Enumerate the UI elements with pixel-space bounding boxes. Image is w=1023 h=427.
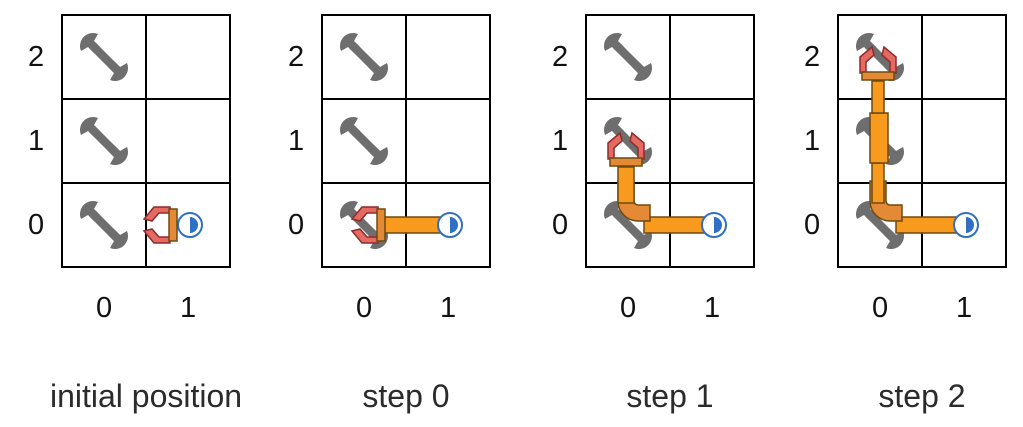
column-label: 1 (440, 292, 456, 324)
panel-step-2: 2 1 0 0 1 step 2 (804, 14, 1007, 414)
gripper-jaw (142, 206, 171, 222)
row-label: 0 (28, 209, 44, 241)
gripper-jaw (350, 206, 379, 222)
row-label: 1 (288, 125, 304, 157)
panel-caption: step 0 (362, 378, 449, 414)
wrench-icon (604, 33, 652, 81)
column-label: 0 (872, 292, 888, 324)
gripper-mount (609, 157, 643, 167)
wrench-icon (340, 33, 388, 81)
row-label: 1 (28, 125, 44, 157)
base-pivot-core (450, 217, 458, 233)
arm-segment (869, 112, 889, 164)
row-label: 2 (552, 41, 568, 73)
gripper-jaw (142, 228, 171, 244)
gripper-icon (607, 131, 645, 167)
gripper-mount (168, 208, 178, 242)
column-label: 0 (620, 292, 636, 324)
base-pivot-core (966, 217, 974, 233)
wrench-icon (80, 33, 128, 81)
row-label: 1 (804, 125, 820, 157)
column-label: 0 (96, 292, 112, 324)
row-label: 0 (288, 209, 304, 241)
gripper-mount (376, 208, 386, 242)
base-pivot-core (190, 217, 198, 233)
gripper-icon (350, 206, 386, 244)
panel-step-1: 2 1 0 0 1 step 1 (552, 14, 755, 414)
row-label: 2 (288, 41, 304, 73)
wrench-icon (80, 117, 128, 165)
gripper-jaw (607, 131, 623, 160)
column-label: 0 (356, 292, 372, 324)
column-label: 1 (704, 292, 720, 324)
arm-segment (617, 166, 635, 204)
base-pivot-core (714, 217, 722, 233)
column-label: 1 (956, 292, 972, 324)
gripper-icon (859, 45, 897, 81)
panel-step-0: 2 1 0 0 1 step 0 (288, 14, 491, 414)
panel-initial-position: 2 1 0 0 1 initial position (28, 14, 242, 414)
row-label: 0 (552, 209, 568, 241)
panel-caption: step 2 (878, 378, 965, 414)
wrench-icon (340, 117, 388, 165)
wrench-icon (80, 201, 128, 249)
row-label: 1 (552, 125, 568, 157)
gripper-mount (861, 71, 895, 81)
panel-caption: initial position (50, 378, 242, 414)
column-label: 1 (180, 292, 196, 324)
arm-segment (871, 162, 885, 204)
row-label: 0 (804, 209, 820, 241)
arm-segment (871, 80, 885, 114)
row-label: 2 (804, 41, 820, 73)
row-label: 2 (28, 41, 44, 73)
gripper-jaw (859, 45, 875, 74)
panel-caption: step 1 (626, 378, 713, 414)
gripper-icon (142, 206, 178, 244)
